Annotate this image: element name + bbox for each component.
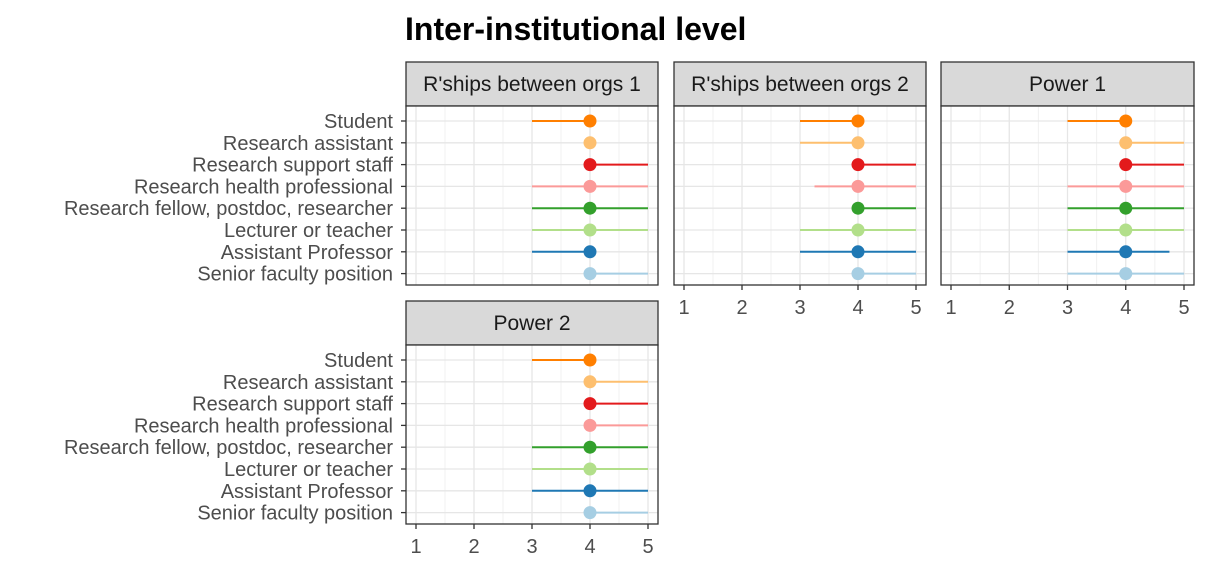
median-point	[583, 267, 597, 281]
x-tick-label: 5	[910, 297, 921, 319]
facet-panel-2: R'ships between orgs 2 1 2 3 4 5	[673, 61, 927, 319]
median-point	[583, 245, 597, 259]
median-point	[1119, 223, 1133, 237]
facet-panel-3: Power 1 1 2 3 4 5	[940, 61, 1195, 319]
median-point	[851, 223, 865, 237]
median-point	[583, 375, 597, 389]
median-point	[1119, 158, 1133, 172]
median-point	[851, 179, 865, 193]
y-tick-label: Student	[324, 111, 393, 133]
median-point	[583, 223, 597, 237]
median-point	[1119, 179, 1133, 193]
y-tick-label: Research health professional	[134, 176, 393, 198]
x-tick-label: 1	[410, 536, 421, 558]
facet-strip-label: R'ships between orgs 1	[423, 73, 641, 96]
y-tick-label: Research support staff	[192, 155, 393, 177]
facet-strip-label: Power 1	[1029, 73, 1106, 96]
median-point	[583, 418, 597, 432]
x-tick-label: 5	[642, 536, 653, 558]
median-point	[583, 462, 597, 476]
median-point	[583, 440, 597, 454]
x-tick-label: 2	[736, 297, 747, 319]
x-tick-label: 4	[852, 297, 863, 319]
median-point	[1119, 136, 1133, 150]
median-point	[851, 158, 865, 172]
median-point	[1119, 201, 1133, 215]
x-tick-label: 1	[945, 297, 956, 319]
y-tick-label: Research health professional	[134, 415, 393, 437]
y-tick-label: Research assistant	[223, 133, 394, 155]
chart-title: Inter-institutional level	[405, 11, 746, 47]
x-tick-label: 3	[1062, 297, 1073, 319]
y-tick-label: Lecturer or teacher	[224, 459, 393, 481]
median-point	[583, 179, 597, 193]
x-tick-label: 2	[468, 536, 479, 558]
y-tick-label: Research fellow, postdoc, researcher	[64, 198, 393, 220]
x-tick-label: 1	[678, 297, 689, 319]
y-tick-label: Senior faculty position	[197, 264, 393, 286]
x-tick-label: 5	[1178, 297, 1189, 319]
median-point	[583, 136, 597, 150]
y-tick-label: Student	[324, 350, 393, 372]
y-tick-label: Research support staff	[192, 394, 393, 416]
y-tick-label: Assistant Professor	[221, 481, 394, 503]
x-tick-label: 2	[1004, 297, 1015, 319]
y-tick-label: Senior faculty position	[197, 503, 393, 525]
median-point	[851, 136, 865, 150]
panel-border	[405, 105, 659, 286]
median-point	[583, 484, 597, 498]
x-tick-label: 3	[794, 297, 805, 319]
y-tick-label: Research fellow, postdoc, researcher	[64, 437, 393, 459]
median-point	[851, 245, 865, 259]
x-tick-label: 3	[526, 536, 537, 558]
median-point	[583, 506, 597, 520]
facet-strip	[405, 300, 659, 346]
median-point	[851, 201, 865, 215]
y-tick-label: Lecturer or teacher	[224, 220, 393, 242]
x-tick-label: 4	[584, 536, 595, 558]
facet-strip-label: R'ships between orgs 2	[691, 73, 909, 96]
x-tick-label: 4	[1120, 297, 1131, 319]
median-point	[851, 114, 865, 128]
median-point	[583, 114, 597, 128]
median-point	[1119, 245, 1133, 259]
median-point	[583, 201, 597, 215]
median-point	[1119, 114, 1133, 128]
median-point	[851, 267, 865, 281]
facet-strip-label: Power 2	[493, 312, 570, 335]
y-tick-label: Research assistant	[223, 372, 394, 394]
facet-strip	[405, 61, 659, 107]
median-point	[583, 158, 597, 172]
y-tick-label: Assistant Professor	[221, 242, 394, 264]
median-point	[583, 397, 597, 411]
median-point	[1119, 267, 1133, 281]
median-point	[583, 353, 597, 367]
